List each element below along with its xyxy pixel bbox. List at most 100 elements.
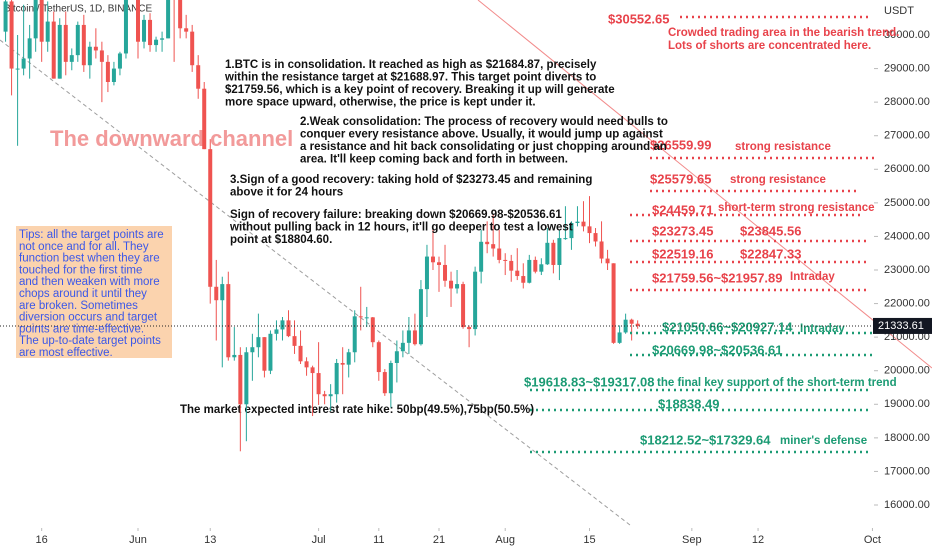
x-tick-label: 16 [36,534,48,546]
annotation-line: above it for 24 hours [230,187,343,199]
candle-body [437,262,441,265]
candle-body [587,226,592,234]
tips-line: not once and for all. They [19,241,149,253]
candle-body [557,238,562,265]
level-note: Intraday [790,271,835,283]
candle-body [394,351,399,363]
candle-body [581,221,586,227]
candle-body [136,0,140,42]
candle-body [479,241,484,272]
candle-body [256,337,261,348]
candle-body [298,345,303,362]
candle-body [322,394,327,397]
candle-body [142,19,147,42]
candle-body [262,337,267,371]
x-tick-label: 21 [433,534,445,546]
candle-body [274,329,279,334]
candle-body [491,244,496,249]
candle-body [376,342,381,373]
tips-line: chops around it until they [19,288,147,300]
x-tick-label: Oct [864,534,881,546]
candle-body [563,238,568,240]
candle-body [15,68,20,70]
candle-body [503,259,508,261]
candle-body [611,263,616,343]
tips-line: Tips: all the target points are [19,229,164,241]
annotation-line: more space upward, otherwise, the price … [225,97,536,109]
candle-body [569,223,574,239]
candle-body [509,260,514,271]
candle-body [340,362,345,365]
candle-body [455,284,460,289]
candle-body [21,58,26,69]
candle-body [160,38,165,40]
candle-body [334,362,339,395]
y-tick-label: 17000.00 [884,465,930,477]
level-note: short-term strong resistance [718,202,875,214]
candle-body [364,317,369,319]
candle-body [232,354,237,358]
candle-body [358,316,363,318]
annotation-line: 3.Sign of a good recovery: taking hold o… [230,174,592,186]
candle-body [268,333,273,371]
y-tick-label: 25000.00 [884,197,930,209]
rate-note: The market expected interest rate hike: … [180,404,534,416]
candle-body [117,53,122,69]
level-label: $18838.49 [658,396,719,411]
candle-body [551,242,556,265]
trend-line [477,0,932,369]
candle-body [39,0,44,42]
candle-body [424,256,429,290]
candle-body [575,221,580,223]
level-note: strong resistance [730,174,826,186]
candle-body [196,65,201,89]
x-tick-label: 15 [583,534,595,546]
candle-body [75,24,80,56]
level-note: Intraday [800,323,845,335]
y-tick-label: 30000.00 [884,29,930,41]
x-tick-label: Jul [312,534,326,546]
candle-body [292,336,297,346]
y-tick-label: 16000.00 [884,499,930,511]
candle-body [184,28,189,32]
candle-body [111,68,116,82]
candle-body [346,352,351,365]
y-tick-label: 24000.00 [884,230,930,242]
candle-body [238,354,243,405]
tips-line: function best when they are [19,253,160,265]
candle-body [605,258,610,264]
candle-body [443,264,448,281]
level-label: $22847.33 [740,246,801,261]
level-note: miner's defense [780,435,867,447]
x-tick-label: Aug [495,534,515,546]
level-label: $20669.98~$20536.61 [652,342,783,357]
level-label: $23845.56 [740,223,801,238]
channel-label: The downward channel [50,126,293,151]
level-label: $23273.45 [652,223,713,238]
y-tick-label: 21000.00 [884,331,930,343]
candle-body [93,46,98,51]
annotation-line: area. It'll keep coming back and forth i… [300,154,568,166]
tips-box [16,226,172,358]
candle-body [87,46,92,66]
candle-body [286,320,291,337]
candle-body [105,61,110,82]
candle-body [178,0,183,29]
candle-body [226,284,231,358]
candle-body [485,241,490,245]
candle-body [280,320,285,330]
y-tick-label: 22000.00 [884,297,930,309]
candle-body [27,38,32,59]
candle-body [382,372,387,394]
candle-body [63,24,68,62]
tips-line: and then weaken with more [19,276,160,288]
candle-body [45,21,50,42]
annotation-line: 2.Weak consolidation: The process of rec… [300,116,668,128]
candle-body [473,271,478,330]
x-tick-label: 11 [373,534,384,546]
tips-line: are broken. Sometimes [19,300,138,312]
candle-body [430,256,435,263]
level-label: $24459.71 [652,202,713,217]
candle-body [545,242,550,265]
